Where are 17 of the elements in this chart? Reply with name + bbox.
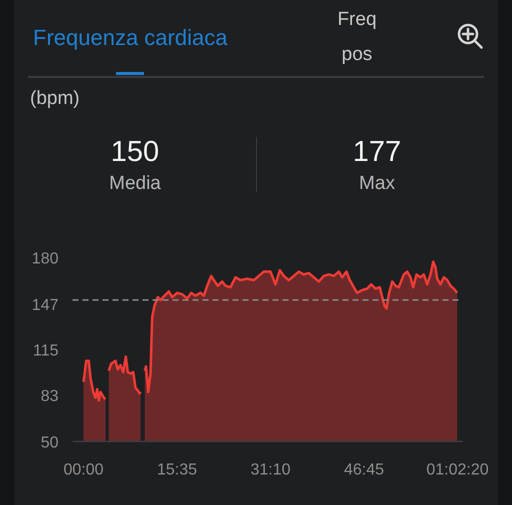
text: (bpm)	[30, 87, 80, 111]
x-tick-label: 01:02:20	[426, 462, 489, 478]
y-tick-label: 83	[40, 388, 59, 405]
text: Media	[108, 172, 162, 196]
x-tick-label: 46:45	[344, 462, 384, 478]
text: 150	[110, 135, 160, 170]
chart-title: Frequenza cardiaca	[33, 24, 228, 52]
y-tick-label: 180	[32, 250, 59, 268]
x-tick-label: 31:10	[250, 462, 291, 478]
y-tick-label: 147	[32, 297, 59, 314]
y-tick-label: 115	[32, 342, 59, 360]
text: Max	[358, 172, 396, 196]
y-tick-label: 50	[40, 434, 59, 452]
text: 177	[352, 135, 402, 170]
x-tick-label: 15:35	[156, 462, 198, 478]
text: Freq pos	[336, 8, 378, 67]
x-tick-label: 00:00	[63, 462, 104, 478]
